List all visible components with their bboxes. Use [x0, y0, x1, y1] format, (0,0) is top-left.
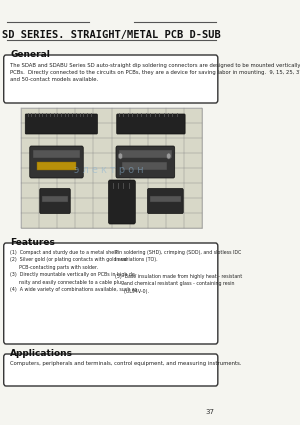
FancyBboxPatch shape	[148, 189, 183, 213]
FancyBboxPatch shape	[116, 146, 175, 178]
FancyBboxPatch shape	[109, 180, 135, 224]
FancyBboxPatch shape	[117, 114, 185, 134]
Bar	[37, 162, 76, 170]
FancyBboxPatch shape	[30, 146, 83, 178]
FancyBboxPatch shape	[40, 189, 70, 213]
Text: 37: 37	[205, 409, 214, 415]
Circle shape	[118, 153, 123, 159]
Text: Features: Features	[11, 238, 55, 247]
Bar	[150, 196, 181, 202]
Text: э л е к т р о н: э л е к т р о н	[74, 165, 144, 175]
Bar	[33, 150, 80, 158]
Text: General: General	[11, 50, 50, 59]
Text: Computers, peripherals and terminals, control equipment, and measuring instrumen: Computers, peripherals and terminals, co…	[11, 361, 242, 366]
Text: (1)  Compact and sturdy due to a metal shell.
(2)  Silver gold (or plating conta: (1) Compact and sturdy due to a metal sh…	[10, 250, 137, 292]
Bar	[122, 162, 166, 170]
Text: The SDAB and SDABU Series SD auto-straight dip soldering connectors are designed: The SDAB and SDABU Series SD auto-straig…	[11, 63, 300, 82]
FancyBboxPatch shape	[25, 114, 98, 134]
FancyBboxPatch shape	[4, 55, 218, 103]
Text: Applications: Applications	[11, 349, 74, 358]
FancyBboxPatch shape	[4, 354, 218, 386]
Text: SD SERIES. STRAIGHT/METAL PCB D-SUB: SD SERIES. STRAIGHT/METAL PCB D-SUB	[2, 30, 221, 40]
Circle shape	[167, 153, 171, 159]
FancyBboxPatch shape	[4, 243, 218, 344]
Text: Pin soldering (SHD), crimping (SDD), and slotless IDC
in variations (TO).: Pin soldering (SHD), crimping (SDD), and…	[115, 250, 242, 262]
Bar	[42, 196, 68, 202]
Text: (5)  Base insulation made from highly heat - resistant
      and chemical resist: (5) Base insulation made from highly hea…	[115, 274, 242, 294]
Bar	[21, 108, 202, 228]
Bar	[119, 150, 172, 158]
